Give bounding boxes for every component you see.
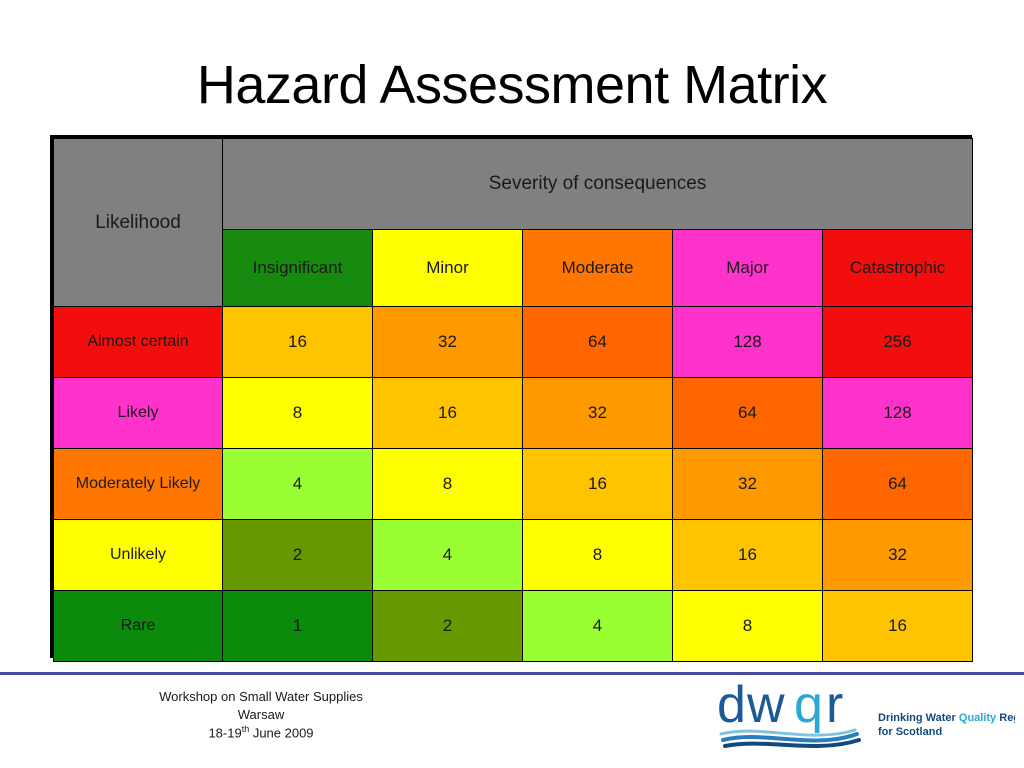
- matrix-severity-level-header: Moderate: [522, 229, 673, 307]
- matrix-cell: 32: [672, 448, 823, 520]
- matrix-cell: 16: [672, 519, 823, 591]
- logo-tagline-line2: for Scotland: [878, 726, 942, 738]
- logo-letter-w: w: [746, 678, 785, 734]
- footer-divider: [0, 672, 1024, 675]
- dwqr-logo: d w q r Drinking Water Quality Regulator…: [715, 678, 1015, 758]
- matrix-likelihood-level-label: Almost certain: [53, 306, 223, 378]
- footer-date-ordinal-suffix: th: [241, 724, 250, 735]
- dwqr-logo-graphic: d w q r Drinking Water Quality Regulator…: [717, 678, 1015, 748]
- matrix-likelihood-level-label: Moderately Likely: [53, 448, 223, 520]
- matrix-cell: 256: [821, 306, 974, 378]
- matrix-cell: 8: [222, 377, 373, 449]
- matrix-table: Likelihood Severity of consequences Insign…: [53, 138, 974, 662]
- matrix-cell: 32: [821, 519, 974, 591]
- matrix-row: Unlikely 2 4 8 16 32: [53, 519, 974, 591]
- matrix-cell: 2: [222, 519, 373, 591]
- hazard-assessment-matrix: Likelihood Severity of consequences Insign…: [50, 135, 974, 662]
- matrix-cell: 4: [372, 519, 523, 591]
- footer-event-info: Workshop on Small Water Supplies Warsaw …: [86, 688, 436, 742]
- matrix-cell: 32: [522, 377, 673, 449]
- matrix-severity-level-header: Catastrophic: [821, 229, 974, 307]
- matrix-cell: 64: [672, 377, 823, 449]
- matrix-row: Rare 1 2 4 8 16: [53, 590, 974, 662]
- matrix-cell: 8: [522, 519, 673, 591]
- matrix-cell: 128: [672, 306, 823, 378]
- matrix-cell: 128: [821, 377, 974, 449]
- logo-wave-dark-icon: [723, 738, 861, 748]
- matrix-cell: 2: [372, 590, 523, 662]
- matrix-cell: 8: [372, 448, 523, 520]
- matrix-cell: 64: [821, 448, 974, 520]
- matrix-row: Likely 8 16 32 64 128: [53, 377, 974, 449]
- footer-line-workshop: Workshop on Small Water Supplies: [159, 689, 363, 704]
- matrix-likelihood-header: Likelihood: [53, 138, 223, 307]
- matrix-likelihood-level-label: Unlikely: [53, 519, 223, 591]
- footer-date-prefix: 18-19: [208, 725, 242, 741]
- matrix-row: Almost certain 16 32 64 128 256: [53, 306, 974, 378]
- matrix-cell: 1: [222, 590, 373, 662]
- logo-letter-d: d: [717, 678, 746, 734]
- footer-line-city: Warsaw: [237, 706, 285, 722]
- matrix-severity-header: Severity of consequences: [221, 138, 974, 230]
- matrix-likelihood-level-label: Rare: [53, 590, 223, 662]
- matrix-cell: 64: [522, 306, 673, 378]
- logo-letter-r: r: [826, 678, 843, 734]
- footer-date-rest: June 2009: [249, 725, 314, 741]
- matrix-severity-level-header: Insignificant: [222, 229, 373, 307]
- matrix-row: Moderately Likely 4 8 16 32 64: [53, 448, 974, 520]
- matrix-severity-level-header: Major: [672, 229, 823, 307]
- page-title: Hazard Assessment Matrix: [196, 55, 828, 115]
- matrix-cell: 32: [372, 306, 523, 378]
- logo-tagline-line1: Drinking Water Quality Regulator: [878, 712, 1015, 724]
- matrix-severity-level-header: Minor: [372, 229, 523, 307]
- matrix-cell: 8: [672, 590, 823, 662]
- matrix-cell: 16: [522, 448, 673, 520]
- footer-line-date: 18-19th June 2009: [86, 723, 436, 742]
- matrix-cell: 16: [821, 590, 974, 662]
- matrix-cell: 16: [372, 377, 523, 449]
- matrix-cell: 4: [522, 590, 673, 662]
- logo-wave-mid-icon: [721, 732, 859, 743]
- matrix-cell: 4: [222, 448, 373, 520]
- logo-letter-q: q: [794, 678, 823, 734]
- logo-wave-light-icon: [719, 728, 857, 737]
- matrix-cell: 16: [222, 306, 373, 378]
- matrix-likelihood-level-label: Likely: [53, 377, 223, 449]
